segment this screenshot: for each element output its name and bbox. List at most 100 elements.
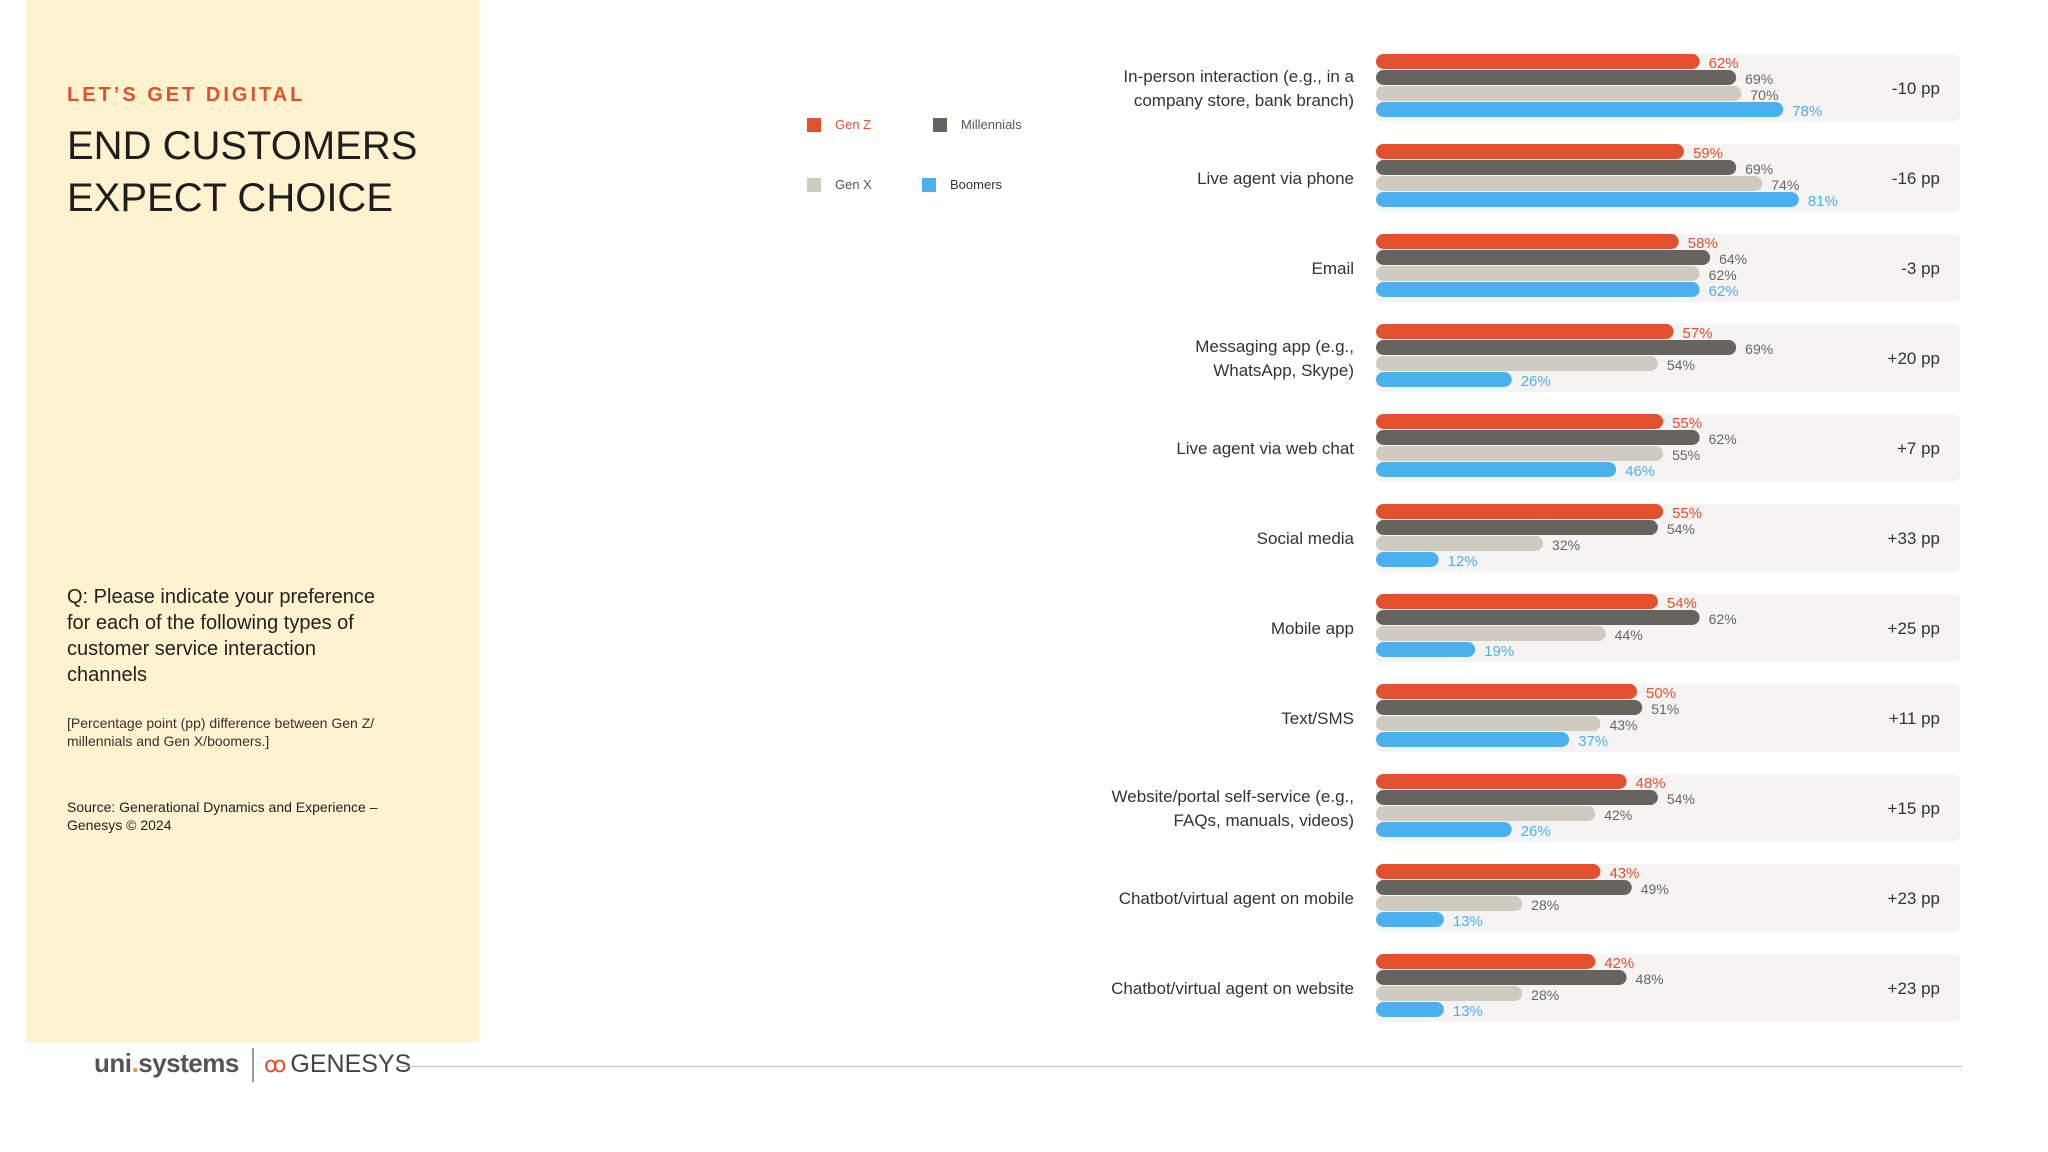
- bar-gen-z: [1376, 594, 1658, 609]
- bar-value-label: 69%: [1745, 71, 1773, 87]
- legend-swatch: [933, 117, 947, 132]
- genesys-mark-icon: ꚙ: [264, 1051, 287, 1077]
- logo-text: uni: [94, 1048, 132, 1078]
- category-label-line: WhatsApp, Skype): [1213, 361, 1354, 380]
- bar-millennials: [1376, 520, 1658, 535]
- bar-millennials: [1376, 250, 1711, 265]
- category-label: Social media: [1257, 529, 1355, 548]
- bar-value-label: 64%: [1719, 251, 1747, 267]
- category-label-line: Chatbot/virtual agent on website: [1111, 979, 1354, 998]
- category-group: Text/SMS 50%51% 43%37% +11 pp: [1281, 684, 1960, 752]
- logo-text: systems: [138, 1048, 239, 1078]
- bar-gen-x: [1376, 626, 1606, 641]
- category-label: Website/portal self-service (e.g., FAQs, …: [1112, 787, 1355, 830]
- category-label-line: Text/SMS: [1281, 709, 1354, 728]
- category-label-line: Messaging app (e.g.,: [1195, 337, 1354, 356]
- bar-value-label: 48%: [1636, 971, 1664, 987]
- legend-label: Gen Z: [835, 117, 872, 132]
- chart-legend: Gen Z Millennials Gen X Boomers: [807, 112, 1067, 202]
- category-label: In-person interaction (e.g., in a company…: [1123, 67, 1354, 110]
- bar-value-label: 46%: [1625, 463, 1655, 480]
- genesys-logo: ꚙ GENESYS: [264, 1050, 411, 1079]
- bar-value-label: 62%: [1709, 55, 1739, 72]
- survey-question: Q: Please indicate your preference for e…: [67, 586, 375, 686]
- bar-millennials: [1376, 70, 1737, 85]
- bar-gen-x: [1376, 266, 1700, 281]
- bar-millennials: [1376, 700, 1643, 715]
- bar-value-label: 55%: [1672, 415, 1702, 432]
- bar-boomers: [1376, 462, 1617, 477]
- bar-millennials: [1376, 790, 1658, 805]
- pp-difference-label: +11 pp: [1889, 709, 1940, 728]
- bar-value-label: 48%: [1636, 775, 1666, 792]
- bar-value-label: 28%: [1531, 897, 1559, 913]
- category-group: Chatbot/virtual agent on mobile 43%49% 28%…: [1119, 864, 1960, 932]
- logo-dot: .: [131, 1048, 139, 1078]
- bar-millennials: [1376, 340, 1737, 355]
- category-label: Live agent via web chat: [1176, 439, 1354, 458]
- category-label-line: Social media: [1257, 529, 1355, 548]
- bar-gen-x: [1376, 176, 1763, 191]
- bar-value-label: 57%: [1683, 325, 1713, 342]
- bar-value-label: 70%: [1750, 87, 1778, 103]
- bar-value-label: 13%: [1453, 1003, 1483, 1020]
- legend-swatch: [807, 117, 821, 132]
- bar-gen-x: [1376, 86, 1742, 101]
- pp-difference-label: -16 pp: [1892, 169, 1940, 188]
- bar-value-label: 62%: [1709, 431, 1737, 447]
- bar-value-label: 54%: [1667, 521, 1695, 537]
- category-label-line: Chatbot/virtual agent on mobile: [1119, 889, 1354, 908]
- pp-difference-label: +33 pp: [1888, 529, 1940, 548]
- bar-gen-z: [1376, 54, 1700, 69]
- bar-gen-x: [1376, 986, 1523, 1001]
- bar-gen-z: [1376, 954, 1596, 969]
- bar-boomers: [1376, 822, 1512, 837]
- category-group: Messaging app (e.g., WhatsApp, Skype) 57% 6…: [1195, 324, 1960, 392]
- bar-value-label: 58%: [1688, 235, 1718, 252]
- sidebar-panel: [26, 0, 479, 1042]
- page-title: END CUSTOMERS EXPECT CHOICE: [67, 124, 418, 220]
- legend-swatch: [807, 177, 821, 192]
- bar-boomers: [1376, 732, 1570, 747]
- bar-gen-z: [1376, 774, 1627, 789]
- source-note: Source: Generational Dynamics and Experi…: [67, 799, 378, 833]
- category-label: Chatbot/virtual agent on mobile: [1119, 889, 1354, 908]
- category-group: Mobile app 54% 62% 44% 19% +25 pp: [1271, 594, 1960, 662]
- bar-millennials: [1376, 610, 1700, 625]
- logo-divider: [252, 1048, 254, 1082]
- bar-gen-x: [1376, 896, 1523, 911]
- bar-gen-x: [1376, 716, 1601, 731]
- bar-value-label: 74%: [1771, 177, 1799, 193]
- category-label: Email: [1311, 259, 1354, 278]
- category-label: Chatbot/virtual agent on website: [1111, 979, 1354, 998]
- bar-gen-z: [1376, 504, 1664, 519]
- bar-boomers: [1376, 102, 1784, 117]
- bar-value-label: 78%: [1792, 103, 1822, 120]
- category-label: Text/SMS: [1281, 709, 1354, 728]
- category-label-line: Email: [1311, 259, 1354, 278]
- bar-value-label: 42%: [1604, 807, 1632, 823]
- bar-value-label: 28%: [1531, 987, 1559, 1003]
- legend-item-boomers: Boomers: [922, 177, 1002, 192]
- bar-boomers: [1376, 912, 1444, 927]
- bar-millennials: [1376, 970, 1627, 985]
- bar-gen-x: [1376, 806, 1596, 821]
- pp-difference-label: +25 pp: [1888, 619, 1940, 638]
- pp-difference-label: +20 pp: [1888, 349, 1940, 368]
- category-label: Messaging app (e.g., WhatsApp, Skype): [1195, 337, 1354, 380]
- pp-difference-label: -10 pp: [1892, 79, 1940, 98]
- footer-rule: [396, 1066, 1962, 1067]
- bar-value-label: 32%: [1552, 537, 1580, 553]
- bar-value-label: 43%: [1609, 865, 1639, 882]
- legend-item-gen-x: Gen X: [807, 177, 872, 192]
- bar-value-label: 55%: [1672, 447, 1700, 463]
- category-label-line: In-person interaction (e.g., in a: [1123, 67, 1354, 86]
- bar-millennials: [1376, 880, 1632, 895]
- category-label-line: Website/portal self-service (e.g.,: [1112, 787, 1355, 806]
- bar-boomers: [1376, 552, 1439, 567]
- bar-value-label: 19%: [1484, 643, 1514, 660]
- bar-value-label: 50%: [1646, 685, 1676, 702]
- bar-boomers: [1376, 192, 1799, 207]
- bar-value-label: 55%: [1672, 505, 1702, 522]
- category-group: Live agent via phone 59% 69%74% 81% -16 pp: [1197, 144, 1960, 212]
